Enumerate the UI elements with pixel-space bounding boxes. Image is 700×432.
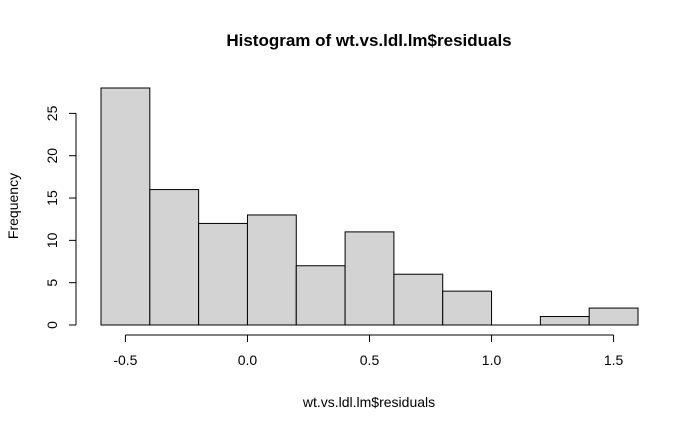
x-tick-label-2: 0.5 [360,352,380,368]
chart-title: Histogram of wt.vs.ldl.lm$residuals [226,31,511,50]
x-tick-label-1: 0.0 [238,352,258,368]
y-tick-label-4: 20 [44,148,60,164]
y-tick-label-1: 5 [44,279,60,287]
y-tick-label-3: 15 [44,190,60,206]
histogram-bar-5 [344,231,395,326]
x-tick-label-0: -0.5 [113,352,137,368]
y-tick-label-2: 10 [44,232,60,248]
x-tick-label-4: 1.5 [604,352,624,368]
histogram-bar-9 [539,316,590,326]
x-axis-label: wt.vs.ldl.lm$residuals [302,394,435,410]
y-tick-label-0: 0 [44,321,60,329]
histogram-bar-2 [198,222,248,326]
histogram-bar-10 [588,307,639,326]
histogram-bar-4 [295,265,346,326]
histogram-bar-0 [100,87,151,326]
x-axis: -0.5 0.0 0.5 1.0 1.5 [113,334,624,368]
y-axis-label: Frequency [5,173,21,239]
histogram-bar-6 [393,273,444,326]
y-tick-label-5: 25 [44,105,60,121]
histogram-bar-7 [442,290,493,326]
histogram-bar-1 [149,189,200,326]
histogram-bar-3 [246,214,297,326]
x-tick-label-3: 1.0 [482,352,502,368]
histogram-bars [100,87,639,326]
y-axis: 0 5 10 15 20 25 [44,105,77,329]
